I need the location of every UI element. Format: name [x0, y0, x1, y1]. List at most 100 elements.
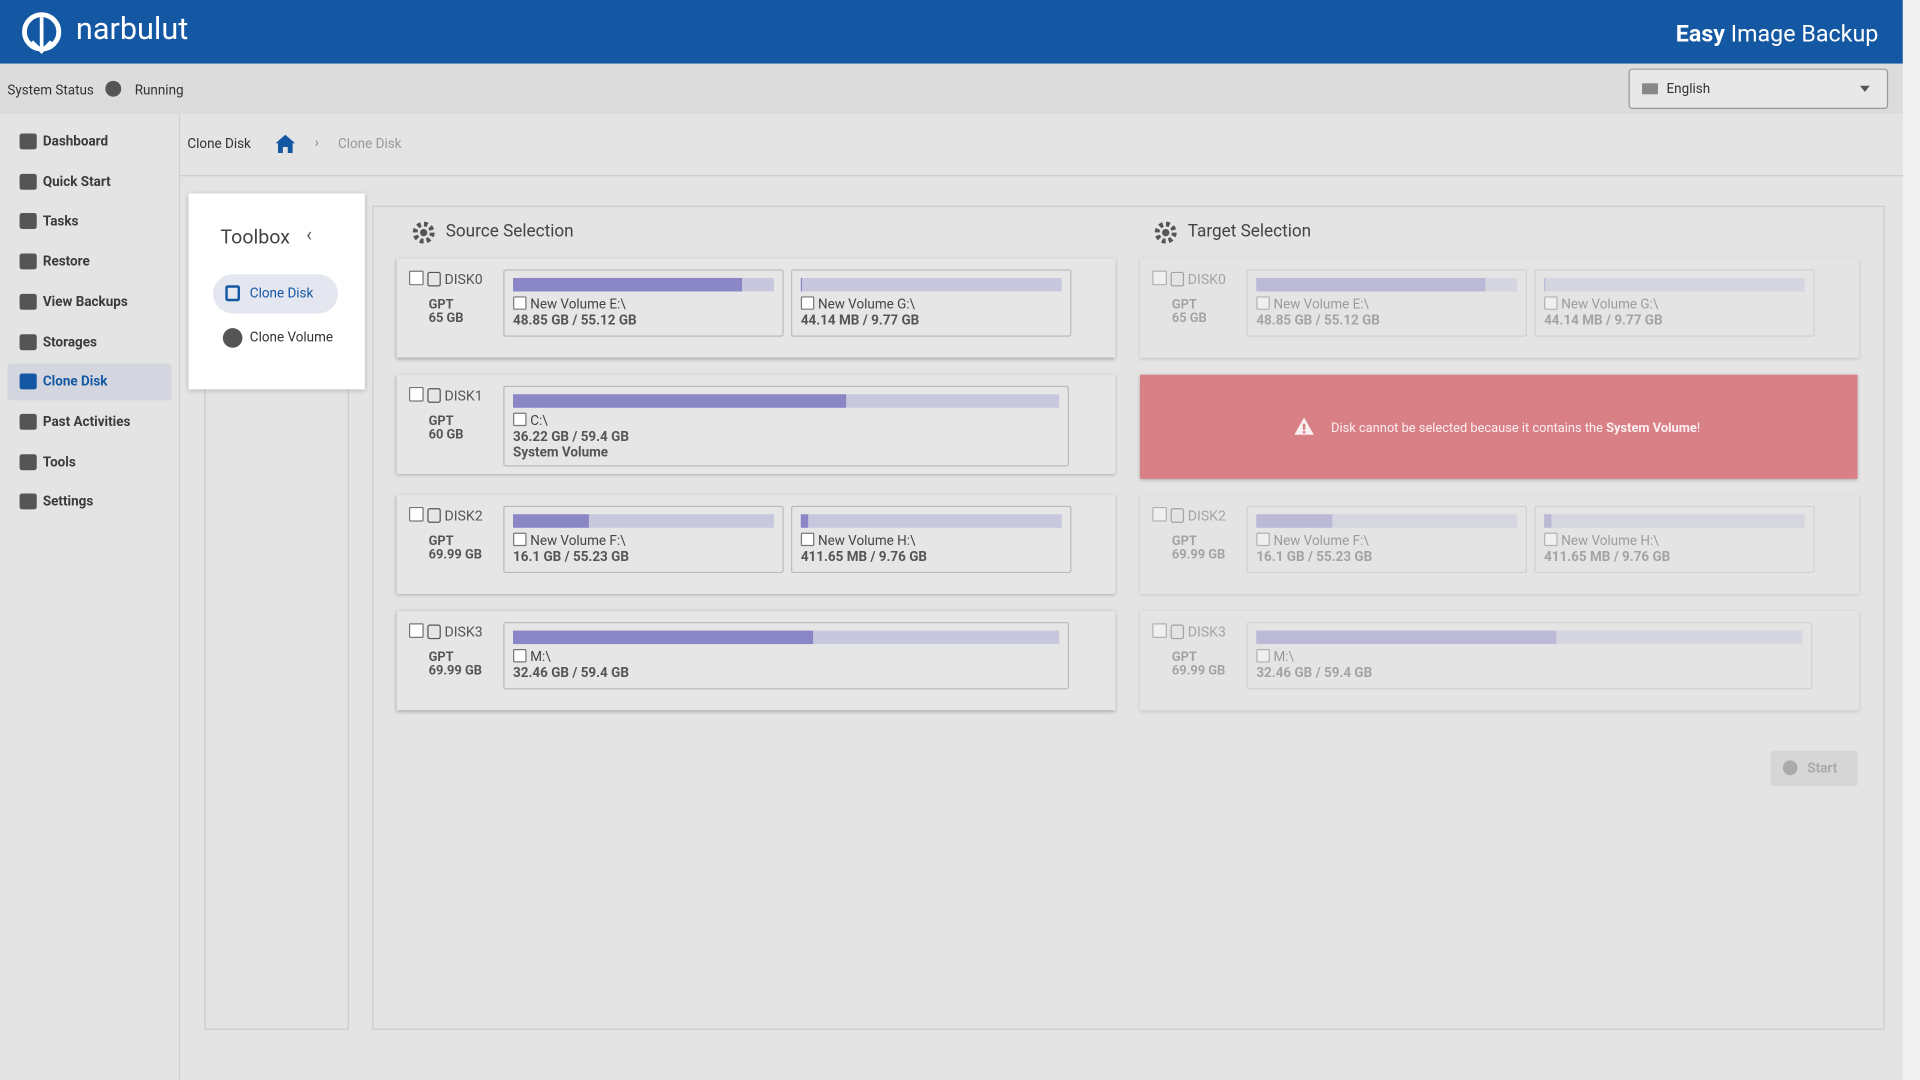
nav-item[interactable]: Settings — [7, 484, 171, 521]
volume[interactable]: New Volume F:\ 16.1 GB / 55.23 GB — [503, 505, 784, 574]
checkbox[interactable] — [1152, 506, 1167, 522]
checkbox[interactable] — [1544, 532, 1558, 547]
breadcrumb-current: Clone Disk — [337, 135, 402, 152]
nav-icon — [19, 213, 37, 230]
checkbox[interactable] — [513, 296, 527, 310]
disk-card[interactable]: DISK1 GPT 60 GB C:\ 36.22 GB / 59.4 GB System… — [396, 374, 1116, 474]
scrollbar[interactable] — [1902, 0, 1920, 1080]
language: English — [1666, 80, 1711, 97]
toolbox-item-label: Clone Volume — [249, 329, 334, 346]
volume-label-row: M:\ — [513, 648, 629, 665]
volume-text: C:\ 36.22 GB / 59.4 GB System Volume — [513, 412, 629, 461]
volume-label-row: New Volume H:\ — [800, 532, 927, 549]
disk-card[interactable]: DISK3 GPT 69.99 GB M:\ 32.46 GB / 59.4 GB — [1140, 611, 1859, 711]
checkbox[interactable] — [1256, 532, 1270, 547]
volume-label: M:\ — [1273, 648, 1295, 665]
toolbox-item[interactable]: Clone Disk — [213, 274, 338, 314]
status-dot — [105, 80, 122, 97]
volume[interactable]: New Volume G:\ 44.14 MB / 9.77 GB — [791, 269, 1072, 337]
collapse-button[interactable]: ‹ — [306, 222, 313, 247]
volume[interactable]: M:\ 32.46 GB / 59.4 GB — [503, 622, 1069, 690]
main-panel: Source Selection Target Selection — [372, 205, 1885, 1030]
start-label: Start — [1807, 760, 1838, 777]
warning-icon — [1294, 417, 1314, 435]
volume[interactable]: New Volume H:\ 411.65 MB / 9.76 GB — [791, 505, 1072, 574]
checkbox[interactable] — [1544, 296, 1558, 310]
nav-item[interactable]: Clone Disk — [7, 363, 172, 401]
volume-label: New Volume H:\ — [817, 532, 916, 549]
gear-icon — [412, 221, 435, 244]
usage-fill — [1256, 277, 1486, 292]
checkbox[interactable] — [1256, 648, 1270, 663]
partition-style: GPT — [428, 532, 454, 549]
status-bar: System Status Running English — [0, 63, 1903, 114]
disk-card[interactable]: DISK0 GPT 65 GB New Volume E:\ 48.85 GB / 55… — [1140, 258, 1859, 358]
checkbox[interactable] — [513, 412, 527, 427]
volume[interactable]: New Volume G:\ 44.14 MB / 9.77 GB — [1534, 269, 1815, 337]
checkbox[interactable] — [1152, 270, 1167, 286]
checkbox[interactable] — [513, 532, 527, 547]
checkbox[interactable] — [800, 296, 815, 310]
nav-item[interactable]: Storages — [7, 324, 171, 361]
language-select[interactable]: English — [1628, 68, 1889, 109]
volume-note: System Volume — [513, 444, 609, 461]
nav-icon — [19, 413, 37, 430]
nav-item[interactable]: Tasks — [7, 204, 171, 241]
disk-card[interactable]: DISK3 GPT 69.99 GB M:\ 32.46 GB / 59.4 GB — [396, 611, 1116, 711]
checkbox[interactable] — [408, 506, 424, 522]
usage-fill — [800, 277, 803, 292]
disk-card[interactable]: DISK2 GPT 69.99 GB New Volume F:\ 16.1 GB / … — [1140, 494, 1859, 594]
checkbox[interactable] — [1256, 296, 1270, 310]
volume-label: New Volume H:\ — [1561, 532, 1659, 549]
checkbox[interactable] — [513, 648, 527, 663]
disk-name: DISK0 — [444, 270, 483, 288]
volume[interactable]: New Volume F:\ 16.1 GB / 55.23 GB — [1246, 505, 1527, 574]
volume-label: New Volume G:\ — [1561, 296, 1659, 313]
disk-name: DISK1 — [444, 386, 483, 405]
volume-label-row: New Volume H:\ — [1544, 532, 1670, 549]
disk-name: DISK2 — [444, 506, 483, 525]
volume[interactable]: M:\ 32.46 GB / 59.4 GB — [1246, 622, 1813, 690]
nav-item[interactable]: Past Activities — [7, 404, 171, 441]
volume[interactable]: New Volume H:\ 411.65 MB / 9.76 GB — [1534, 505, 1815, 574]
nav-label: Tools — [42, 453, 76, 470]
disk-name: DISK0 — [1187, 270, 1226, 288]
volume[interactable]: New Volume E:\ 48.85 GB / 55.12 GB — [1246, 269, 1527, 337]
disk-card[interactable]: DISK2 GPT 69.99 GB New Volume F:\ 16.1 GB / … — [396, 494, 1116, 594]
nav-item[interactable]: Dashboard — [7, 124, 171, 161]
checkbox[interactable] — [1152, 623, 1167, 638]
volume-label-row: New Volume F:\ — [1256, 532, 1372, 549]
volume-text: New Volume G:\ 44.14 MB / 9.77 GB — [1544, 296, 1663, 329]
nav-item[interactable]: Restore — [7, 244, 171, 281]
toolbox-item[interactable]: Clone Volume — [213, 318, 338, 357]
volume-label-row: New Volume E:\ — [1256, 296, 1380, 312]
checkbox[interactable] — [800, 532, 815, 547]
nav-item[interactable]: View Backups — [7, 284, 171, 321]
volume[interactable]: New Volume E:\ 48.85 GB / 55.12 GB — [503, 269, 784, 337]
nav-icon — [19, 253, 37, 270]
volume-usage: 32.46 GB / 59.4 GB — [513, 664, 629, 681]
partition-style: GPT — [428, 648, 454, 665]
volume-usage: 44.14 MB / 9.77 GB — [1544, 312, 1663, 329]
disk-size: 69.99 GB — [1171, 546, 1226, 563]
partition-style: GPT — [1171, 532, 1197, 549]
volume-label-row: New Volume G:\ — [800, 296, 919, 312]
partition-style: GPT — [428, 296, 454, 313]
disk-info: DISK2 GPT 69.99 GB — [408, 506, 483, 561]
home-icon[interactable] — [274, 133, 296, 154]
checkbox[interactable] — [408, 270, 424, 286]
checkbox[interactable] — [408, 623, 424, 638]
disk-card[interactable]: DISK0 GPT 65 GB New Volume E:\ 48.85 GB / 55… — [396, 258, 1116, 358]
breadcrumb-separator: › — [314, 134, 319, 151]
nav-label: Settings — [42, 493, 94, 510]
checkbox[interactable] — [408, 386, 424, 402]
nav-icon — [19, 293, 37, 310]
nav-icon — [19, 493, 37, 510]
usage-fill — [1256, 514, 1332, 528]
usage-fill — [513, 277, 743, 292]
nav-item[interactable]: Tools — [7, 444, 171, 481]
nav-item[interactable]: Quick Start — [7, 164, 171, 201]
start-button[interactable]: Start — [1770, 750, 1858, 787]
volume[interactable]: C:\ 36.22 GB / 59.4 GB System Volume — [503, 385, 1069, 467]
